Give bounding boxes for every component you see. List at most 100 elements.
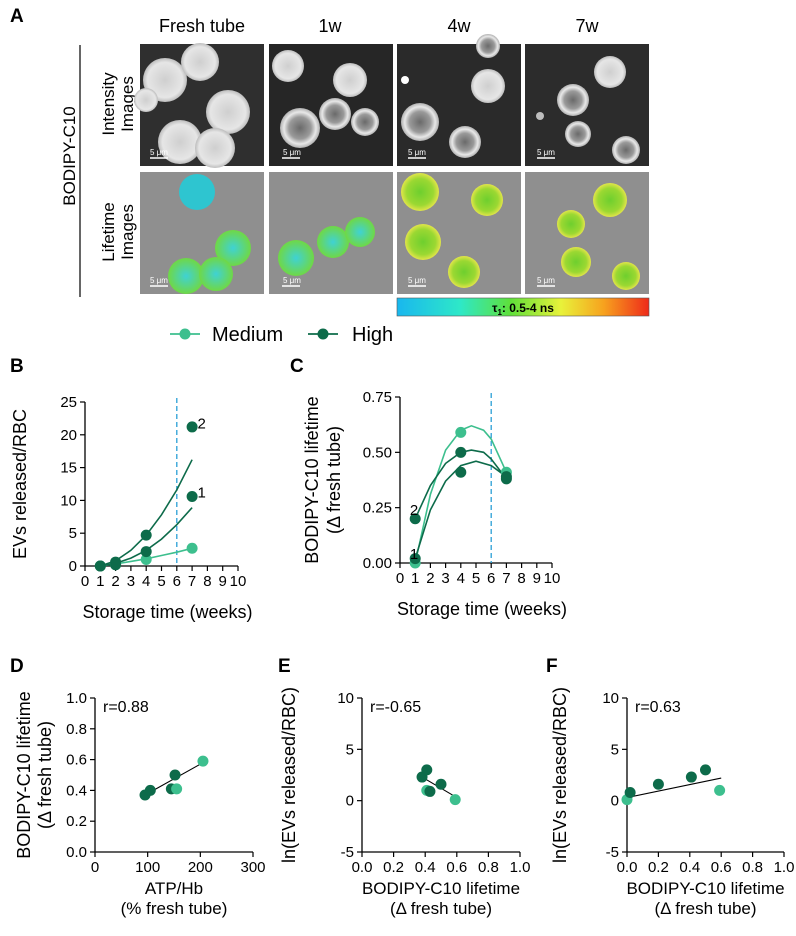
fit-curve-medium [414,424,508,564]
x-tick-label: 0 [81,573,89,590]
column-header-fresh: Fresh tube [159,16,245,36]
data-point [685,771,697,783]
legend: Medium High [170,324,393,346]
data-point [169,769,181,781]
panel-letter-d: D [10,656,24,677]
y-tick-label: 0.8 [66,721,87,738]
row-label-intensity: Intensity Images [99,72,137,136]
scale-bar-text: 5 μm [150,148,168,157]
correlation-label: r=0.63 [635,699,681,716]
lifetime-image-1w: 5 μm [269,172,393,294]
row-label-lifetime: Lifetime Images [99,202,137,262]
data-point [624,786,636,798]
data-point-medium [455,426,467,438]
series-annotation: 2 [410,502,418,519]
y-axis-label: (Δ fresh tube) [324,426,344,534]
x-tick-label: 4 [457,570,465,587]
x-tick-label: 7 [502,570,510,587]
y-tick-label: 10 [602,690,619,707]
correlation-label: r=-0.65 [370,699,421,716]
scale-bar-text: 5 μm [150,276,168,285]
y-tick-label: 0.25 [363,500,392,517]
x-tick-label: 0.0 [617,859,638,876]
scale-bar-text: 5 μm [283,276,301,285]
legend-item-high: High [308,324,393,346]
x-tick-label: 9 [219,573,227,590]
x-tick-label: 5 [157,573,165,590]
y-tick-label: 0.0 [66,844,87,861]
data-point-medium [140,553,152,565]
series-annotation: 2 [197,416,205,433]
data-point [424,785,436,797]
scale-bar-text: 5 μm [283,148,301,157]
probe-label: BODIPY-C10 [60,106,79,206]
x-axis-label: Storage time (weeks) [397,599,567,619]
x-tick-label: 200 [188,859,213,876]
svg-text:Images: Images [118,204,137,260]
data-point-high [94,560,106,572]
lifetime-image-7w: 5 μm [525,172,649,294]
data-point [435,778,447,790]
y-tick-label: 10 [337,690,354,707]
column-header-7w: 7w [575,16,599,36]
data-point-high [110,559,122,571]
x-axis-label: BODIPY-C10 lifetime [626,879,784,898]
y-tick-label: 5 [611,741,619,758]
data-point [421,764,433,776]
x-tick-label: 3 [441,570,449,587]
x-tick-label: 0 [396,570,404,587]
scale-bar-text: 5 μm [537,148,555,157]
x-tick-label: 0.2 [648,859,669,876]
x-tick-label: 8 [517,570,525,587]
y-tick-label: 20 [60,427,77,444]
intensity-image-7w: 5 μm [525,44,649,166]
lifetime-image-fresh: 5 μm [140,172,264,294]
x-tick-label: 0.0 [352,859,373,876]
y-axis-label: ln(EVs released/RBC) [279,687,299,863]
y-axis-label: (Δ fresh tube) [35,721,55,829]
y-axis-label: EVs released/RBC [10,409,30,559]
y-tick-label: 0 [611,793,619,810]
scale-bar-text: 5 μm [408,148,426,157]
x-axis-label: (Δ fresh tube) [390,899,492,918]
x-tick-label: 0 [91,859,99,876]
y-tick-label: -5 [606,844,619,861]
scale-bar-text: 5 μm [408,276,426,285]
x-tick-label: 10 [544,570,561,587]
intensity-image-4w: 5 μm [397,34,521,166]
x-tick-label: 1.0 [774,859,795,876]
data-point [652,778,664,790]
column-header-1w: 1w [318,16,342,36]
y-tick-label: 15 [60,460,77,477]
x-tick-label: 5 [472,570,480,587]
x-tick-label: 6 [487,570,495,587]
data-point-medium [186,542,198,554]
data-point [171,783,183,795]
panel-letter-f: F [546,656,558,677]
x-tick-label: 1.0 [510,859,531,876]
correlation-label: r=0.88 [103,699,149,716]
x-axis-label: BODIPY-C10 lifetime [362,879,520,898]
data-point-high [500,471,512,483]
x-axis-label: (% fresh tube) [121,899,228,918]
y-tick-label: 0.50 [363,444,392,461]
data-point [700,764,711,776]
chart-d: 0 100 200 300 0.0 0.2 0.4 0.6 0.8 1.0 ATP/Hb(% fre… [14,690,266,918]
column-header-4w: 4w [447,16,471,36]
legend-marker-medium [179,328,191,340]
y-tick-label: 0 [346,793,354,810]
y-tick-label: 0.2 [66,813,87,830]
panel-letter-b: B [10,356,24,377]
x-tick-label: 2 [426,570,434,587]
y-tick-label: 0.6 [66,752,87,769]
series-annotation: 1 [410,546,418,563]
panel-letter-a: A [10,6,24,27]
x-tick-label: 0.6 [711,859,732,876]
panel-letter-e: E [278,656,291,677]
x-tick-label: 0.4 [679,859,700,876]
x-tick-label: 0.8 [742,859,763,876]
data-point-high [455,446,467,458]
panel-letter-c: C [290,356,304,377]
x-tick-label: 3 [127,573,135,590]
